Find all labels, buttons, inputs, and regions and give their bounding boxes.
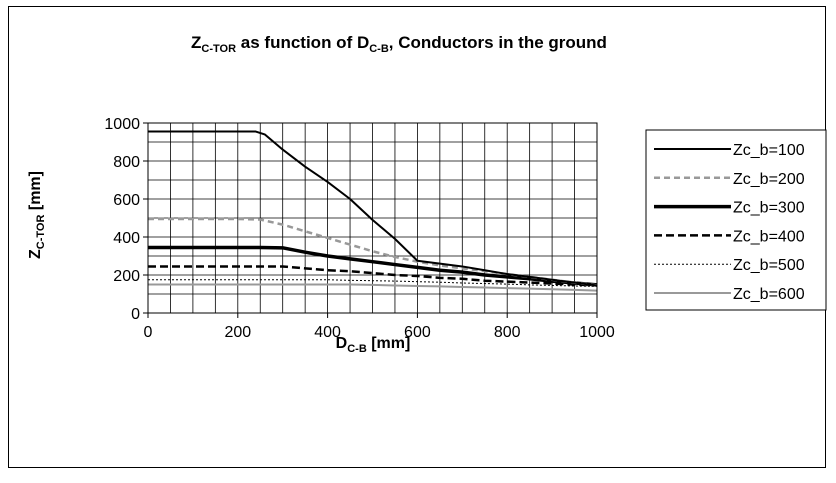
- y-tick-label: 0: [131, 306, 140, 323]
- x-axis-ticks: 0 200 400 600 800 1000: [144, 313, 615, 341]
- legend-label: Zc_b=600: [733, 286, 805, 303]
- legend-label: Zc_b=500: [733, 257, 805, 274]
- legend-label: Zc_b=300: [733, 200, 805, 217]
- series-line-zc-b-500: [148, 279, 598, 287]
- x-tick-label: 400: [314, 324, 341, 341]
- x-tick-label: 200: [224, 324, 251, 341]
- chart-frame: ZC-TOR as function of DC-B, Conductors i…: [8, 6, 827, 468]
- legend-box: [645, 129, 827, 311]
- x-axis-title: DC-B [mm]: [336, 335, 411, 355]
- plot-area-border: [147, 122, 598, 314]
- chart-canvas: ZC-TOR as function of DC-B, Conductors i…: [27, 33, 827, 355]
- legend-label: Zc_b=100: [733, 142, 805, 159]
- y-tick-label: 400: [113, 230, 140, 247]
- x-tick-label: 0: [144, 324, 153, 341]
- series-line-zc-b-600: [148, 283, 598, 292]
- legend-label: Zc_b=400: [733, 228, 805, 245]
- y-tick-label: 200: [113, 268, 140, 285]
- x-tick-label: 800: [494, 324, 521, 341]
- x-tick-label: 1000: [579, 324, 615, 341]
- legend: Zc_b=100 Zc_b=200 Zc_b=300 Zc_b=400 Zc_b=500…: [645, 129, 827, 311]
- y-tick-label: 1000: [104, 116, 140, 133]
- y-tick-label: 600: [113, 192, 140, 209]
- y-axis-ticks: 0 200 400 600 800 1000: [104, 116, 148, 323]
- chart-title: ZC-TOR as function of DC-B, Conductors i…: [191, 33, 607, 55]
- y-tick-label: 800: [113, 154, 140, 171]
- series-lines: [148, 130, 598, 292]
- series-line-zc-b-100: [148, 130, 598, 287]
- y-axis-title: ZC-TOR [mm]: [27, 171, 47, 259]
- series-line-zc-b-400: [148, 265, 598, 287]
- legend-label: Zc_b=200: [733, 171, 805, 188]
- series-line-zc-b-300: [148, 245, 598, 287]
- grid: [148, 123, 597, 313]
- x-tick-label: 600: [404, 324, 431, 341]
